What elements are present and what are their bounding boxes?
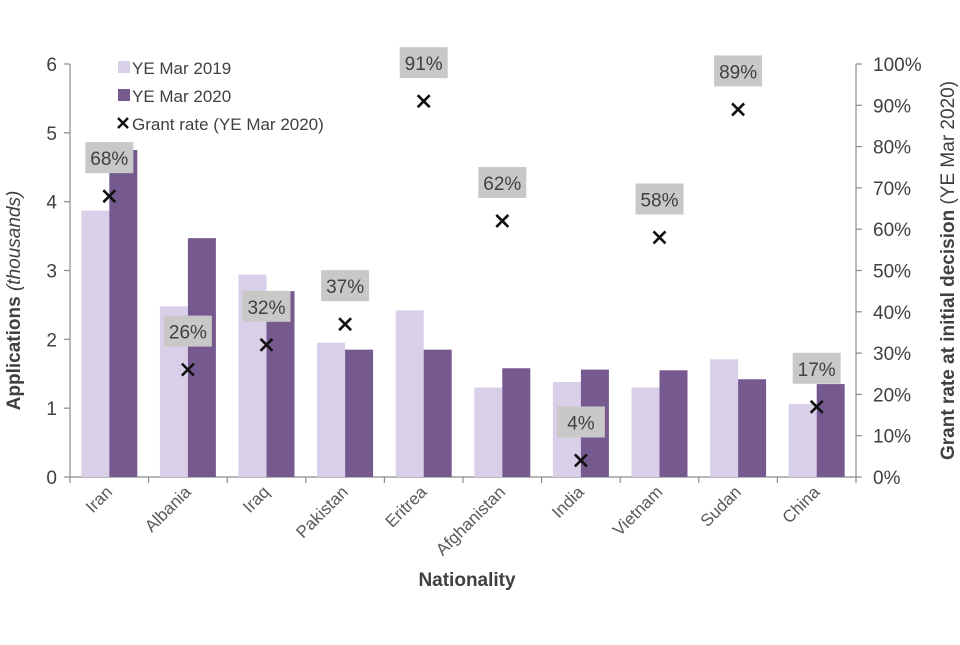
right-tick-label: 40% — [873, 303, 911, 324]
data-label-box — [714, 55, 763, 87]
right-tick-label: 50% — [873, 262, 911, 283]
grant-rate-data-label: 17% — [798, 360, 836, 381]
bar-ye-mar-2020 — [502, 368, 531, 477]
bar-ye-mar-2020 — [187, 238, 216, 477]
right-tick-label: 80% — [873, 138, 911, 159]
x-axis-title: Nationality — [418, 570, 516, 591]
bar-ye-mar-2020 — [423, 349, 452, 477]
grant-rate-marker — [259, 337, 274, 352]
bar-ye-mar-2020 — [738, 379, 767, 477]
legend-marker-grant-rate — [117, 117, 129, 129]
legend-label-ye-mar-2020: YE Mar 2020 — [132, 87, 231, 106]
bar-ye-mar-2020 — [266, 291, 295, 477]
x-category-label: Iraq — [239, 482, 273, 516]
data-label-box — [556, 406, 605, 438]
right-tick-label: 0% — [873, 468, 901, 489]
data-label-box — [163, 315, 212, 347]
x-category-label: Sudan — [697, 482, 745, 530]
left-axis-title: Applications (thousands) — [4, 191, 25, 411]
data-label-box — [399, 47, 448, 79]
grant-rate-data-label: 62% — [483, 174, 521, 195]
grant-rate-marker — [338, 317, 353, 332]
grant-rate-data-label: 89% — [719, 62, 757, 83]
right-tick-label: 60% — [873, 220, 911, 241]
grant-rate-marker — [809, 399, 824, 414]
left-tick-label: 0 — [46, 468, 57, 489]
left-tick-label: 2 — [46, 330, 57, 351]
bar-ye-mar-2019 — [317, 342, 346, 477]
bar-ye-mar-2020 — [345, 349, 374, 477]
grant-rate-data-label: 58% — [640, 190, 678, 211]
grant-rate-data-label: 32% — [247, 298, 285, 319]
bar-ye-mar-2019 — [395, 310, 424, 477]
data-label-box — [478, 166, 527, 198]
left-tick-label: 6 — [46, 55, 57, 76]
bar-ye-mar-2019 — [474, 387, 503, 477]
x-category-label: Vietnam — [609, 482, 666, 539]
bar-ye-mar-2019 — [631, 387, 660, 477]
x-category-label: India — [548, 482, 588, 522]
data-label-box — [792, 352, 841, 384]
grant-rate-marker — [652, 230, 667, 245]
legend-label-ye-mar-2019: YE Mar 2019 — [132, 59, 231, 78]
data-label-box — [85, 142, 134, 174]
legend-swatch-ye-mar-2019 — [118, 61, 130, 73]
bar-ye-mar-2019 — [788, 404, 817, 477]
x-category-label: Iran — [82, 482, 116, 516]
x-category-label: Albania — [141, 482, 195, 536]
x-category-label: Eritrea — [382, 482, 431, 531]
data-label-box — [242, 290, 291, 322]
grant-rate-marker — [495, 214, 510, 228]
grant-rate-data-label: 4% — [567, 413, 595, 434]
grant-rate-data-label: 37% — [326, 277, 364, 298]
data-label-box — [635, 183, 684, 215]
bar-ye-mar-2020 — [816, 384, 845, 477]
legend-label-grant-rate: Grant rate (YE Mar 2020) — [132, 115, 324, 134]
x-category-label: Afghanistan — [432, 482, 509, 559]
bar-ye-mar-2019 — [710, 359, 739, 477]
bar-ye-mar-2020 — [659, 370, 688, 477]
right-tick-label: 70% — [873, 179, 911, 200]
x-category-label: China — [779, 482, 824, 527]
bar-ye-mar-2020 — [109, 150, 138, 477]
bar-ye-mar-2019 — [81, 210, 110, 478]
grant-rate-marker — [416, 94, 431, 109]
right-tick-label: 10% — [873, 427, 911, 448]
data-label-box — [321, 270, 370, 302]
right-tick-label: 100% — [873, 55, 922, 76]
right-tick-label: 90% — [873, 96, 911, 117]
grant-rate-marker — [573, 453, 588, 468]
legend-swatch-ye-mar-2020 — [118, 89, 130, 101]
grant-rate-data-label: 68% — [90, 149, 128, 170]
right-tick-label: 20% — [873, 385, 911, 406]
left-tick-label: 1 — [46, 399, 57, 420]
grant-rate-marker — [731, 102, 746, 117]
grant-rate-data-label: 91% — [405, 54, 443, 75]
grant-rate-marker — [180, 362, 195, 377]
left-tick-label: 4 — [46, 193, 57, 214]
left-tick-label: 3 — [46, 262, 57, 283]
left-tick-label: 5 — [46, 124, 57, 145]
right-tick-label: 30% — [873, 344, 911, 365]
right-axis-title: Grant rate at initial decision (YE Mar 2… — [938, 81, 959, 460]
x-category-label: Pakistan — [292, 482, 352, 542]
grant-rate-marker — [102, 189, 117, 204]
grant-rate-data-label: 26% — [169, 323, 207, 344]
